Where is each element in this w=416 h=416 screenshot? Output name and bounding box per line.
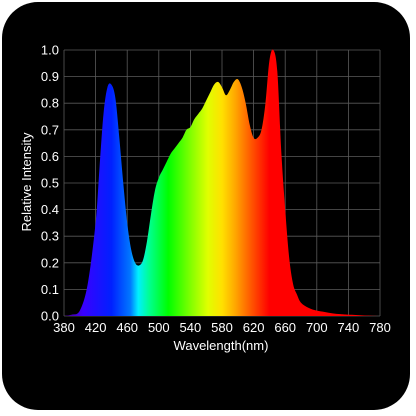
y-tick-label: 0.2 [41,255,59,270]
y-tick-label: 0.3 [41,229,59,244]
x-tick-label: 420 [85,320,107,335]
spectrum-area [64,49,380,316]
y-tick-label: 0.4 [41,202,59,217]
x-axis-title: Wavelength(nm) [174,338,269,353]
y-tick-labels: 0.0 0.1 0.2 0.3 0.4 0.5 0.6 0.7 0.8 0.9 1.0 [41,43,59,324]
x-tick-label: 580 [211,320,233,335]
x-tick-label: 780 [369,320,391,335]
y-tick-label: 0.9 [41,69,59,84]
x-tick-label: 660 [274,320,296,335]
y-tick-label: 0.1 [41,282,59,297]
y-tick-label: 0.5 [41,176,59,191]
y-tick-label: 0.6 [41,149,59,164]
x-tick-label: 620 [243,320,265,335]
y-tick-label: 1.0 [41,43,59,58]
x-tick-label: 460 [116,320,138,335]
y-axis-title: Relative Intensity [19,132,34,231]
x-tick-label: 500 [148,320,170,335]
x-tick-label: 700 [306,320,328,335]
x-tick-labels: 380 420 460 500 540 580 620 660 700 740 780 [53,320,391,335]
y-tick-label: 0.0 [41,309,59,324]
x-tick-label: 380 [53,320,75,335]
y-tick-label: 0.7 [41,122,59,137]
x-tick-label: 740 [338,320,360,335]
y-tick-label: 0.8 [41,96,59,111]
x-tick-label: 540 [180,320,202,335]
